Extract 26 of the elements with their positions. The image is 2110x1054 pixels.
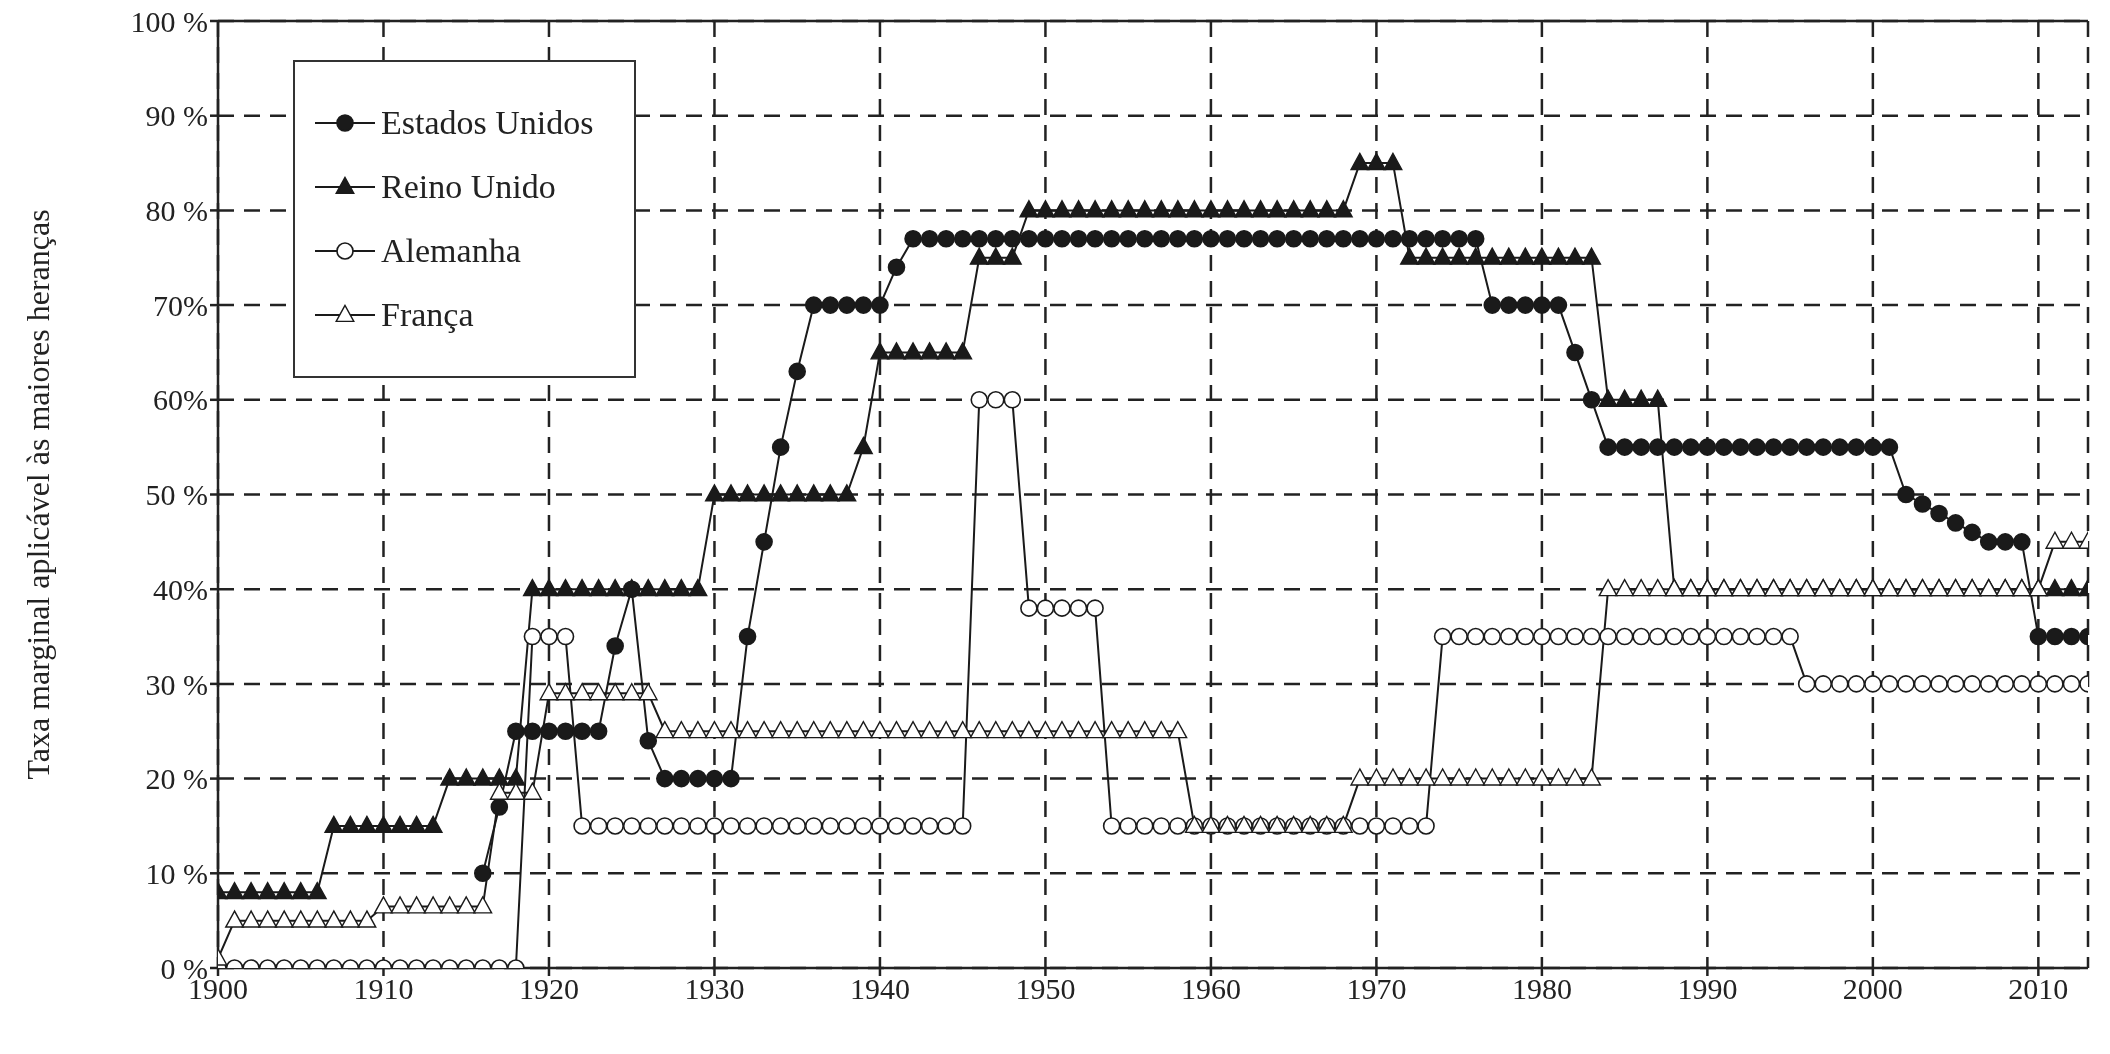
x-tick-label: 2010 — [2008, 972, 2069, 1006]
x-tick-label: 1960 — [1180, 972, 1241, 1006]
y-axis-title: Taxa marginal aplicável às maiores heranças — [20, 209, 57, 780]
y-tick-label: 60% — [153, 383, 208, 417]
y-tick-label: 70% — [153, 288, 208, 322]
x-tick-label: 1950 — [1015, 972, 1076, 1006]
legend-label: Estados Unidos — [381, 104, 594, 142]
x-tick-label: 1980 — [1511, 972, 1572, 1006]
y-tick-label: 40% — [153, 572, 208, 606]
y-tick-label: 10 % — [145, 856, 208, 890]
y-tick-label: 50 % — [145, 478, 208, 512]
x-tick-label: 1940 — [849, 972, 910, 1006]
y-tick-label: 90 % — [145, 99, 208, 133]
y-tick-label: 20 % — [145, 762, 208, 796]
legend-label: França — [381, 296, 474, 334]
y-tick-label: 100 % — [130, 4, 208, 38]
x-tick-label: 1990 — [1677, 972, 1738, 1006]
x-tick-label: 1910 — [353, 972, 414, 1006]
legend-label: Alemanha — [381, 232, 521, 270]
x-tick-label: 2000 — [1842, 972, 1903, 1006]
legend-label: Reino Unido — [381, 168, 556, 206]
y-tick-label: 30 % — [145, 667, 208, 701]
y-tick-label: 80 % — [145, 194, 208, 228]
x-tick-label: 1920 — [518, 972, 579, 1006]
x-tick-label: 1970 — [1346, 972, 1407, 1006]
x-tick-label: 1930 — [684, 972, 745, 1006]
